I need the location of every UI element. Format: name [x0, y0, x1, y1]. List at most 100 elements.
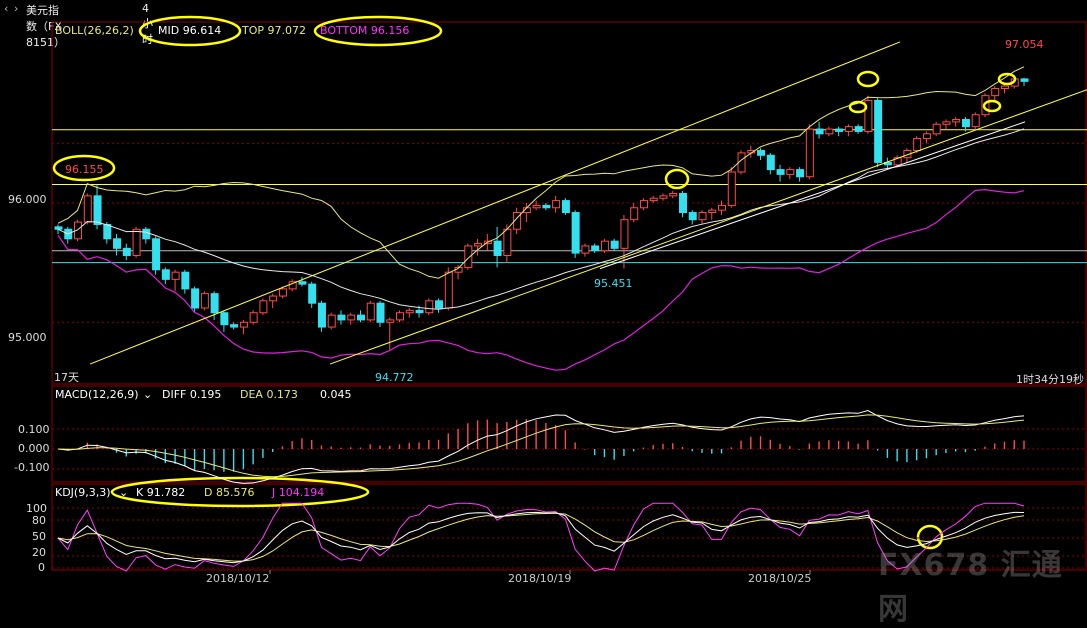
- candle-body: [971, 114, 980, 128]
- kdj-d-line: [57, 512, 1025, 562]
- candle-body: [1020, 78, 1029, 82]
- highlight-ellipse: [664, 168, 690, 190]
- candle-body: [776, 169, 785, 175]
- candle-body: [659, 195, 668, 199]
- boll-indicator-label[interactable]: BOLL(26,26,2): [55, 24, 134, 37]
- candle-body: [435, 300, 444, 309]
- x-label-1019: 2018/10/19: [508, 572, 572, 585]
- candle-body: [220, 312, 229, 326]
- kdj-j-label: J 104.194: [272, 486, 325, 499]
- candle-body: [903, 150, 912, 159]
- candle-body: [600, 240, 609, 252]
- candle-body: [571, 212, 580, 254]
- candle-body: [961, 119, 970, 128]
- candle-body: [171, 271, 180, 280]
- candle-body: [922, 133, 931, 140]
- macd-panel-frame: [51, 385, 1087, 483]
- candle-body: [152, 238, 161, 271]
- candle-body: [1000, 85, 1009, 89]
- candle-body: [474, 243, 483, 247]
- candle-body: [366, 302, 375, 321]
- candle-body: [610, 240, 619, 249]
- candle-body: [317, 302, 326, 328]
- macd-y-tick-0: 0.000: [18, 442, 50, 455]
- candle-body: [513, 212, 522, 230]
- boll-top-line: [57, 66, 1025, 279]
- candle-body: [727, 171, 736, 206]
- candle-body: [669, 192, 678, 197]
- candle-body: [825, 128, 834, 135]
- candle-body: [122, 247, 131, 256]
- candle-body: [356, 314, 365, 321]
- kdj-dropdown-icon[interactable]: ⌄: [119, 486, 129, 499]
- macd-dropdown-icon[interactable]: ⌄: [143, 388, 153, 401]
- highlight-ellipse: [52, 154, 116, 182]
- kdj-d-label: D 85.576: [204, 486, 255, 499]
- range-days-label: 17天: [54, 371, 79, 384]
- candle-body: [649, 197, 658, 202]
- candle-body: [796, 169, 805, 178]
- macd-y-tick-0.1: 0.100: [18, 423, 50, 436]
- back-icon[interactable]: ‹: [4, 2, 9, 15]
- boll-bottom-line: [57, 188, 1025, 371]
- channel-upper-line: [89, 41, 901, 365]
- candle-body: [552, 200, 561, 209]
- candle-body: [981, 95, 990, 116]
- candle-body: [200, 293, 209, 309]
- candle-body: [542, 204, 551, 209]
- candle-body: [327, 314, 336, 328]
- candle-body: [952, 119, 961, 123]
- candle-body: [708, 209, 717, 214]
- x-label-1012: 2018/10/12: [206, 572, 270, 585]
- candle-body: [259, 300, 268, 314]
- candle-body: [239, 321, 248, 328]
- candle-body: [991, 87, 1000, 97]
- candle-body: [249, 312, 258, 323]
- candle-body: [581, 245, 590, 254]
- watermark-logo: FX678 汇通网: [878, 548, 1063, 627]
- countdown-label: 1时34分19秒: [1016, 373, 1084, 386]
- forward-icon[interactable]: ›: [14, 2, 19, 15]
- candle-body: [844, 126, 853, 132]
- annotation-high-left: 96.155: [65, 163, 104, 176]
- highlight-ellipse: [856, 70, 880, 88]
- boll-bottom-label: BOTTOM 96.156: [320, 24, 410, 37]
- candle-body: [347, 314, 356, 321]
- candle-body: [74, 221, 83, 240]
- candle-body: [805, 128, 814, 178]
- candle-body: [415, 309, 424, 314]
- candle-body: [874, 99, 883, 163]
- instrument-title: 美元指数（FX 8151）: [26, 4, 65, 49]
- candle-body: [113, 238, 122, 249]
- candle-body: [386, 319, 395, 323]
- candle-body: [639, 200, 648, 209]
- kdj-y-tick-50: 50: [32, 530, 46, 543]
- kdj-indicator-label[interactable]: KDJ(9,3,3): [55, 486, 111, 499]
- candle-body: [298, 281, 307, 285]
- candle-body: [591, 245, 600, 252]
- channel-lower-line: [329, 89, 1087, 365]
- candle-body: [893, 157, 902, 166]
- candle-body: [308, 283, 317, 304]
- candle-body: [54, 226, 63, 230]
- candle-body: [913, 138, 922, 152]
- candle-body: [757, 150, 766, 156]
- candle-body: [854, 126, 863, 132]
- candle-body: [337, 314, 346, 321]
- candle-body: [132, 228, 141, 256]
- macd-indicator-label[interactable]: MACD(12,26,9): [55, 388, 139, 401]
- candle-body: [561, 200, 570, 214]
- kdj-y-tick-80: 80: [32, 514, 46, 527]
- kdj-y-tick-20: 20: [32, 546, 46, 559]
- candle-body: [396, 312, 405, 321]
- boll-top-label: TOP 97.072: [242, 24, 306, 37]
- candle-body: [688, 212, 697, 221]
- highlight-ellipse: [848, 100, 868, 114]
- candle-body: [210, 293, 219, 314]
- annotation-high-right: 97.054: [1005, 38, 1044, 51]
- candle-body: [278, 288, 287, 297]
- kdj-k-label: K 91.782: [136, 486, 186, 499]
- candle-body: [83, 195, 92, 223]
- candle-body: [942, 121, 951, 125]
- macd-y-tick-neg0.1: -0.100: [14, 461, 50, 474]
